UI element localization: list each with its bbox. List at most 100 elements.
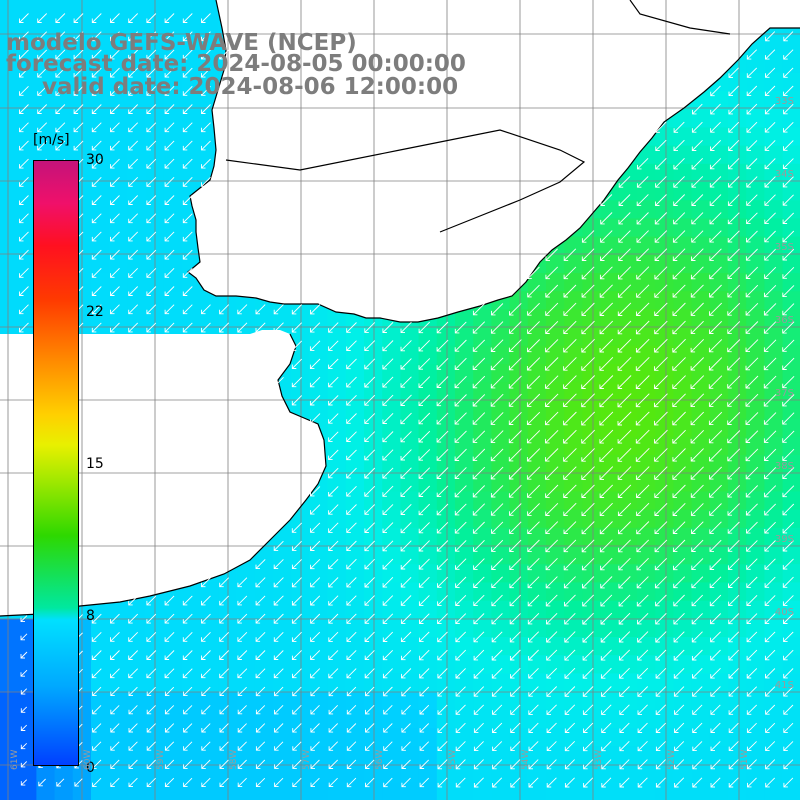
wind-cell — [455, 309, 474, 329]
wind-arrow — [690, 266, 704, 280]
wind-cell — [782, 291, 800, 310]
wind-arrow — [727, 357, 741, 371]
wind-arrow — [746, 121, 758, 133]
wind-cell — [637, 564, 656, 583]
wind-arrow — [691, 176, 704, 188]
wind-cell — [655, 327, 674, 347]
wind-cell — [673, 364, 693, 383]
wind-cell — [655, 400, 674, 420]
wind-cell — [673, 109, 693, 128]
wind-arrow — [437, 777, 448, 788]
wind-cell — [200, 291, 219, 310]
wind-cell — [546, 509, 565, 529]
wind-arrow — [128, 267, 139, 278]
wind-arrow — [37, 67, 48, 78]
wind-arrow — [237, 705, 247, 715]
wind-arrow — [528, 649, 539, 661]
wind-arrow — [691, 139, 703, 151]
wind-cell — [0, 72, 19, 92]
wind-cell — [746, 491, 765, 511]
wind-cell — [18, 637, 37, 656]
wind-arrow — [400, 558, 412, 570]
wind-arrow — [492, 722, 503, 733]
wind-cell — [673, 582, 693, 602]
wind-arrow — [491, 594, 503, 607]
wind-cell — [436, 327, 456, 347]
wind-arrow — [146, 777, 156, 788]
wind-cell — [473, 582, 492, 602]
wind-arrow — [382, 558, 394, 570]
wind-cell — [637, 436, 656, 456]
wind-cell — [18, 764, 37, 784]
wind-cell — [200, 709, 219, 729]
wind-arrow — [419, 759, 430, 769]
wind-arrow — [746, 594, 758, 606]
wind-cell — [455, 582, 474, 602]
wind-arrow — [383, 686, 393, 697]
wind-arrow — [617, 447, 632, 462]
wind-arrow — [400, 595, 412, 606]
wind-arrow — [563, 375, 577, 389]
wind-cell — [491, 564, 511, 583]
wind-cell — [691, 163, 711, 183]
wind-arrow — [674, 777, 685, 788]
wind-arrow — [382, 321, 394, 333]
wind-arrow — [654, 284, 668, 298]
wind-cell — [109, 600, 128, 620]
wind-arrow — [201, 777, 211, 788]
wind-arrow — [746, 613, 758, 625]
wind-arrow — [382, 649, 394, 661]
longitude-label: 51W — [740, 749, 750, 770]
wind-arrow — [454, 430, 467, 443]
wind-arrow — [164, 631, 175, 642]
wind-arrow — [365, 686, 375, 697]
wind-arrow — [710, 649, 721, 661]
wind-arrow — [690, 302, 704, 316]
wind-arrow — [164, 613, 175, 624]
wind-cell — [600, 473, 620, 492]
wind-arrow — [709, 230, 722, 243]
wind-cell — [236, 691, 256, 711]
wind-arrow — [636, 576, 649, 589]
wind-arrow — [599, 429, 614, 444]
wind-cell — [163, 691, 183, 711]
wind-cell — [509, 491, 529, 511]
wind-arrow — [764, 631, 776, 643]
wind-arrow — [110, 668, 120, 679]
wind-arrow — [764, 576, 776, 588]
wind-arrow — [182, 176, 193, 187]
wind-arrow — [255, 631, 266, 642]
latitude-label: 40S — [774, 607, 794, 618]
wind-arrow — [782, 467, 795, 480]
wind-cell — [746, 582, 765, 602]
wind-arrow — [328, 595, 339, 606]
wind-cell — [728, 509, 747, 529]
wind-arrow — [491, 667, 503, 679]
wind-arrow — [291, 340, 303, 351]
wind-arrow — [146, 686, 156, 697]
wind-arrow — [509, 539, 522, 552]
wind-arrow — [364, 558, 375, 570]
wind-cell — [527, 364, 547, 383]
wind-arrow — [617, 502, 632, 517]
wind-arrow — [364, 449, 376, 461]
wind-arrow — [509, 521, 522, 534]
wind-cell — [728, 527, 747, 547]
wind-arrow — [255, 777, 266, 788]
wind-arrow — [710, 121, 721, 133]
wind-arrow — [783, 613, 794, 624]
wind-arrow — [545, 393, 559, 407]
wind-arrow — [364, 431, 376, 443]
wind-arrow — [655, 649, 667, 661]
wind-arrow — [654, 320, 668, 335]
wind-arrow — [673, 157, 685, 170]
wind-arrow — [764, 140, 776, 151]
wind-arrow — [382, 340, 394, 352]
wind-arrow — [146, 668, 157, 679]
wind-arrow — [528, 759, 539, 770]
wind-cell — [618, 200, 638, 219]
wind-arrow — [728, 158, 740, 170]
wind-arrow — [110, 304, 120, 315]
wind-cell — [673, 491, 693, 511]
wind-cell — [691, 382, 711, 401]
